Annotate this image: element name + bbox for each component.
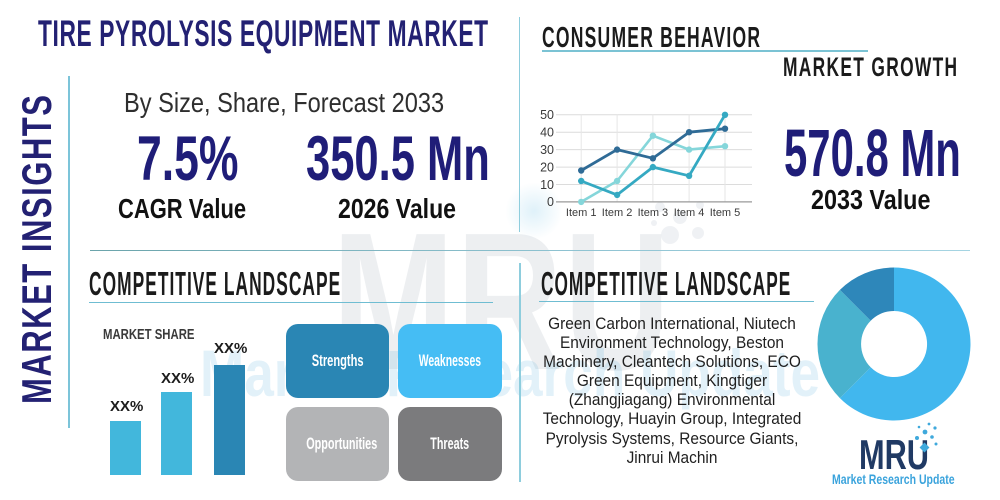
- svg-text:50: 50: [540, 108, 554, 122]
- svg-text:10: 10: [540, 178, 554, 192]
- svg-text:Item 3: Item 3: [638, 207, 669, 219]
- svg-text:Item 4: Item 4: [674, 207, 705, 219]
- svg-text:Item 5: Item 5: [710, 207, 741, 219]
- svg-text:20: 20: [540, 160, 554, 174]
- svg-text:40: 40: [540, 126, 554, 140]
- svg-text:Item 1: Item 1: [566, 207, 597, 219]
- svg-text:0: 0: [547, 195, 554, 209]
- svg-text:Item 2: Item 2: [602, 207, 633, 219]
- svg-text:30: 30: [540, 143, 554, 157]
